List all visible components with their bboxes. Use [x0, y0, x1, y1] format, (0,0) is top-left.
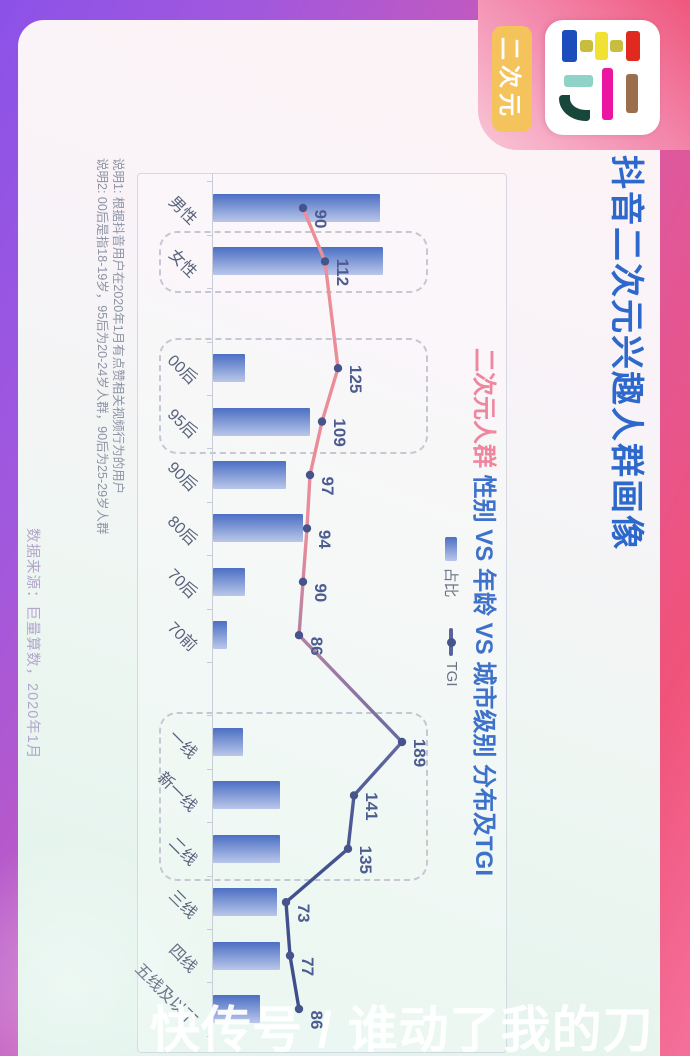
tgi-value-label: 189: [410, 738, 429, 768]
tgi-point: [305, 470, 315, 480]
tgi-value-label: 112: [333, 258, 352, 287]
tgi-point: [302, 524, 312, 533]
tgi-point: [343, 844, 353, 853]
tgi-value-label: 109: [330, 418, 349, 447]
tgi-point: [294, 1004, 304, 1014]
tgi-value-label: 135: [356, 845, 375, 874]
tgi-point: [298, 577, 308, 586]
watermark: 快传号 / 谁动了我的刀: [150, 1002, 654, 1056]
tgi-value-label: 77: [298, 957, 317, 977]
tgi-point: [333, 364, 343, 373]
tgi-point: [317, 417, 327, 426]
tgi-point: [294, 631, 304, 640]
footnote-2: 说明2: 00后是指18-19岁，95后为20-24岁人群，90后为25-29岁…: [94, 158, 109, 535]
tgi-value-label: 97: [318, 476, 337, 496]
tgi-value-label: 90: [311, 583, 330, 603]
footnote-1: 说明1: 根据抖音用户在2020年1月有点赞相关视频行为的用户: [111, 158, 125, 495]
footnotes: 说明1: 根据抖音用户在2020年1月有点赞相关视频行为的用户 说明2: 00后…: [94, 158, 127, 535]
tgi-value-label: 125: [346, 365, 365, 394]
tgi-value-label: 73: [294, 903, 313, 923]
tgi-point: [298, 203, 308, 213]
tgi-point: [281, 898, 291, 907]
tgi-point: [349, 791, 359, 800]
tgi-value-label: 90: [311, 209, 330, 229]
tgi-point: [320, 257, 330, 266]
tgi-value-label: 86: [307, 636, 326, 656]
tgi-point: [397, 737, 407, 747]
tgi-value-label: 141: [362, 792, 381, 821]
tgi-point: [285, 951, 295, 960]
data-source: 数据来源：巨量算数，2020年1月: [24, 528, 40, 760]
tgi-value-label: 94: [315, 529, 334, 549]
